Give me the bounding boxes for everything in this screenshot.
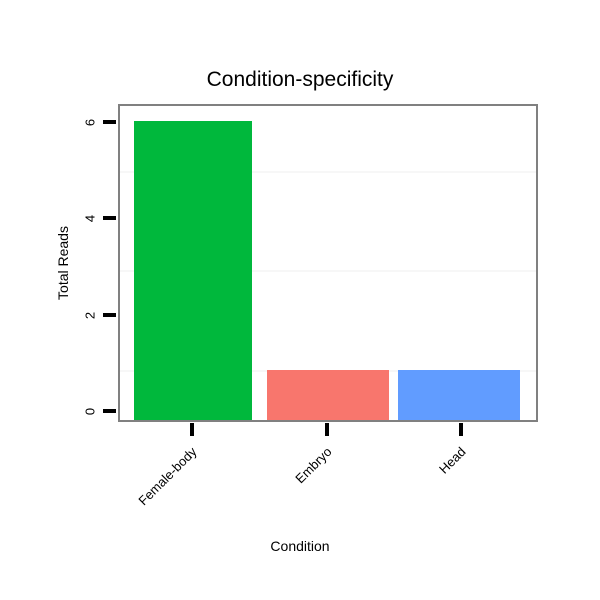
y-tick-label-4: 4 (82, 214, 98, 223)
y-axis-title: Total Reads (55, 226, 71, 300)
x-tick-mark-head (459, 423, 463, 436)
gridline-minor-1 (120, 170, 536, 173)
y-tick-label-2: 2 (82, 311, 98, 320)
x-tick-mark-embryo (325, 423, 329, 436)
y-tick-label-6: 6 (82, 118, 98, 127)
y-tick-mark-4 (103, 216, 116, 220)
x-tick-mark-female-body (190, 423, 194, 436)
plot-panel (118, 104, 538, 422)
x-axis-title: Condition (270, 538, 330, 554)
y-tick-mark-2 (103, 313, 116, 317)
bar-female-body[interactable] (134, 120, 252, 420)
chart-title: Condition-specificity (206, 68, 394, 91)
bar-head[interactable] (398, 370, 520, 420)
bar-embryo[interactable] (267, 370, 389, 420)
y-tick-mark-0 (103, 409, 116, 413)
y-tick-mark-6 (103, 120, 116, 124)
gridline-minor-3 (120, 270, 536, 273)
y-tick-label-0: 0 (82, 407, 98, 416)
